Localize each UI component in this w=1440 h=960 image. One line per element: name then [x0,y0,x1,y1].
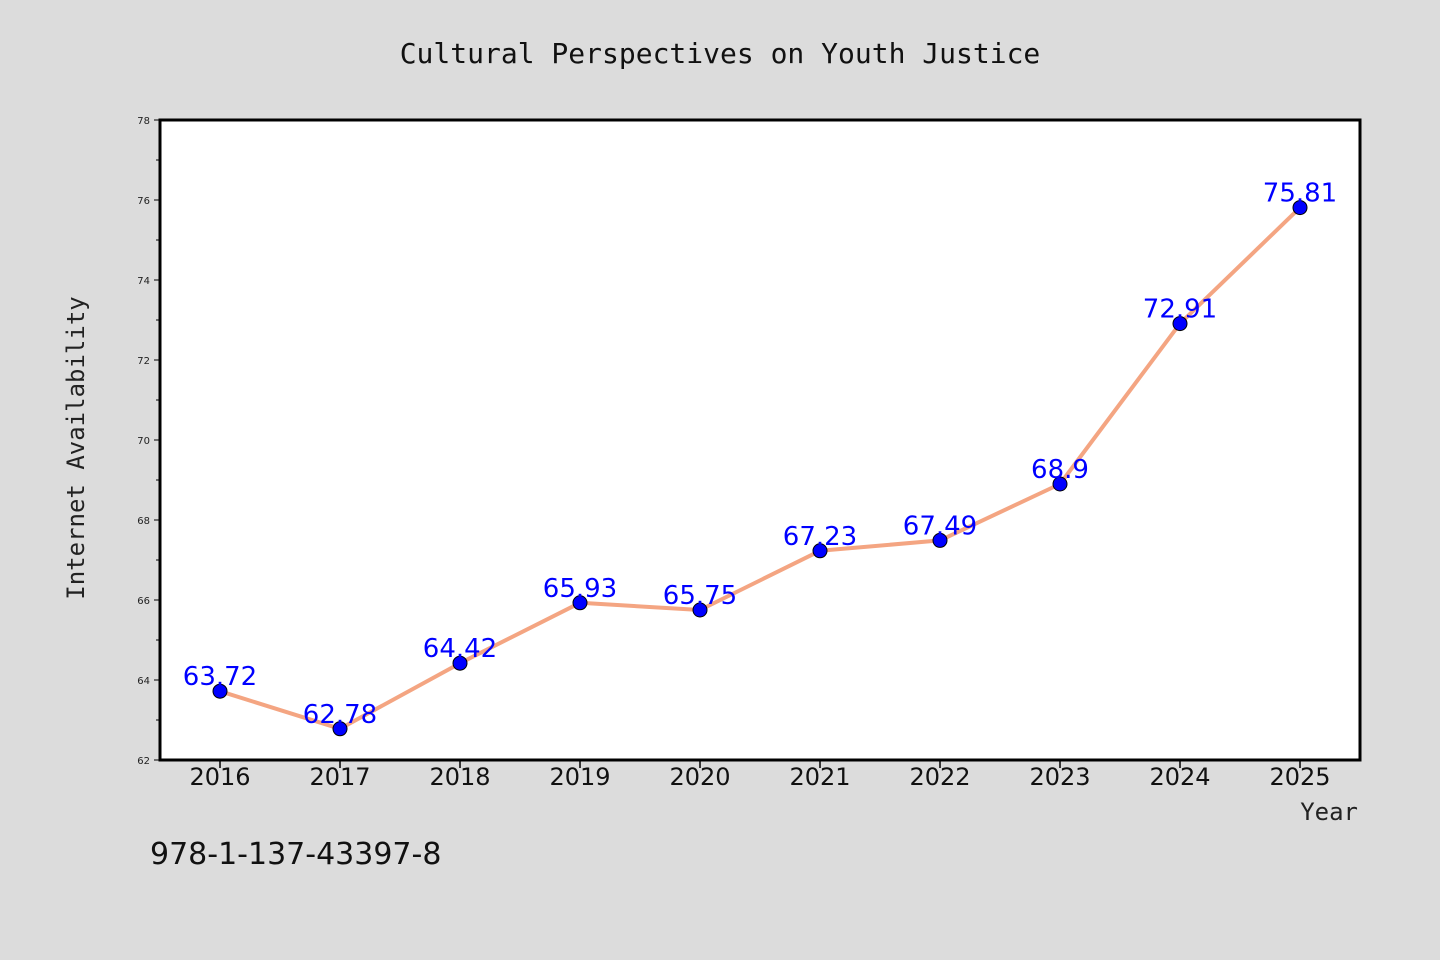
y-tick-label: 64 [137,676,150,687]
y-tick-label: 78 [137,116,150,127]
chart-title: Cultural Perspectives on Youth Justice [400,37,1041,70]
data-point [932,532,948,548]
x-tick-label: 2016 [189,763,250,791]
x-tick-label: 2017 [309,763,370,791]
plot-area: 62 64 66 68 70 72 74 76 78 2016 2017 2018 2019 2020 20… [137,116,1362,791]
data-label: 72.91 [1143,295,1217,325]
data-label: 68.9 [1031,455,1089,485]
x-tick-label: 2021 [789,763,850,791]
x-tick-label: 2020 [669,763,730,791]
x-axis-label: Year [1300,798,1358,826]
data-label: 75.81 [1263,179,1337,209]
data-label: 62.78 [303,700,377,730]
data-point [1052,476,1068,492]
y-tick-label: 70 [137,436,150,447]
data-point [212,683,228,699]
data-label: 65.93 [543,574,617,604]
data-point [812,543,828,559]
x-tick-label: 2025 [1269,763,1330,791]
y-tick-label: 68 [137,516,150,527]
x-tick-label: 2024 [1149,763,1210,791]
data-point [332,721,348,737]
data-label: 64.42 [423,634,497,664]
y-tick-label: 72 [137,356,150,367]
x-tick-label: 2022 [909,763,970,791]
data-point [1292,200,1308,216]
y-tick-label: 76 [137,196,150,207]
y-tick-label: 66 [137,596,150,607]
data-label: 65.75 [663,581,737,611]
data-point [572,595,588,611]
isbn-text: 978-1-137-43397-8 [150,837,441,872]
y-axis-label: Internet Availability [62,296,90,599]
data-label: 67.49 [903,511,977,541]
data-point [452,655,468,671]
series-line [219,206,1302,731]
data-label: 63.72 [183,662,257,692]
x-tick-label: 2019 [549,763,610,791]
x-tick-label: 2018 [429,763,490,791]
x-tick-label: 2023 [1029,763,1090,791]
data-label: 67.23 [783,522,857,552]
y-tick-label: 62 [137,756,150,767]
y-tick-label: 74 [137,276,150,287]
plot-frame [158,118,1362,762]
data-point [1172,316,1188,332]
data-point [692,602,708,618]
